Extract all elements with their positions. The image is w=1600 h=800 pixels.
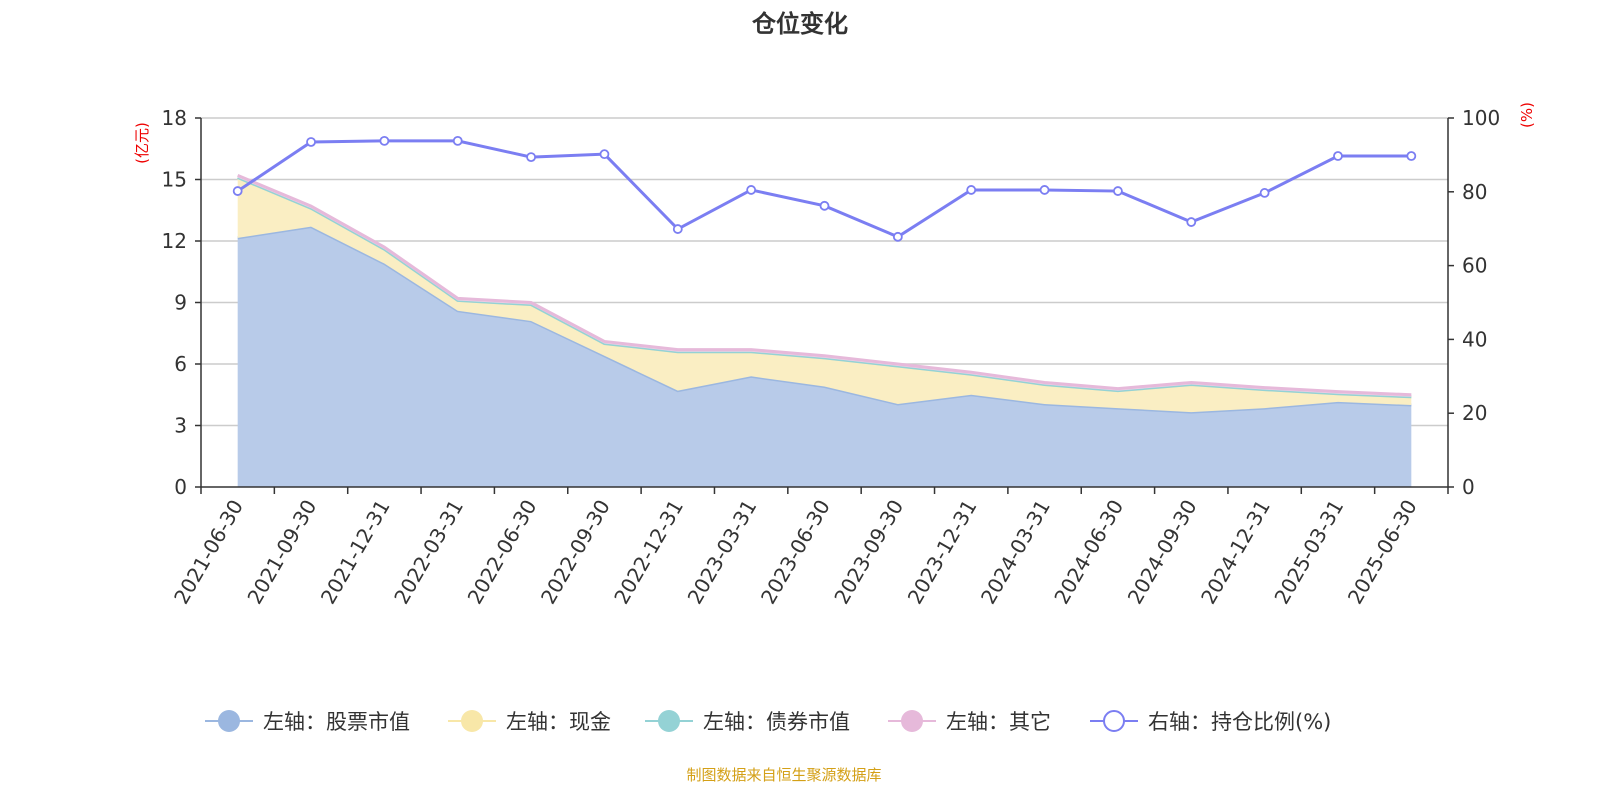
legend-label: 右轴：持仓比例(%) [1148, 710, 1331, 734]
x-axis-tick-label: 2023-12-31 [903, 495, 982, 608]
ratio-point [672, 224, 683, 234]
x-axis-tick-label: 2025-06-30 [1343, 496, 1422, 609]
legend-marker-icon [658, 710, 680, 732]
x-axis-tick-label: 2021-06-30 [169, 496, 248, 609]
legend-marker-icon [901, 710, 923, 732]
area-左轴：股票市值 [237, 226, 1412, 487]
x-axis-tick-label: 2023-06-30 [756, 496, 835, 609]
ratio-point [306, 137, 316, 147]
right-axis-tick-label: 0 [1462, 475, 1475, 499]
legend-item[interactable]: 右轴：持仓比例(%) [1090, 710, 1331, 734]
legend-item[interactable]: 左轴：其它 [888, 710, 1051, 734]
x-axis-tick-label: 2024-12-31 [1196, 496, 1275, 609]
x-axis-tick-label: 2022-09-30 [536, 496, 615, 609]
ratio-line [236, 139, 1412, 239]
x-axis-tick-label: 2023-09-30 [829, 496, 908, 609]
legend-item[interactable]: 左轴：现金 [448, 710, 611, 734]
right-axis-unit: (%) [1518, 102, 1536, 128]
ratio-point [966, 185, 977, 195]
legend-marker-icon [218, 710, 240, 732]
x-axis-tick-label: 2021-12-31 [316, 496, 395, 609]
ratio-point [1186, 217, 1197, 227]
ratio-point [1259, 188, 1270, 198]
legend-item[interactable]: 左轴：债券市值 [645, 710, 850, 734]
right-axis-tick-label: 60 [1462, 254, 1487, 278]
ratio-point [1039, 185, 1050, 195]
ratio-point [1333, 151, 1343, 161]
area-line-左轴：其它 [237, 174, 1412, 397]
ratio-point [1406, 151, 1417, 161]
left-axis-tick-label: 12 [162, 229, 187, 253]
ratio-point [452, 135, 463, 146]
ratio-point [892, 231, 903, 242]
legend-marker-icon [1103, 710, 1125, 732]
source-note: 制图数据来自恒生聚源数据库 [686, 766, 881, 784]
x-axis-tick-label: 2024-06-30 [1049, 496, 1128, 609]
x-axis-tick-label: 2021-09-30 [242, 496, 321, 609]
x-axis-tick-label: 2025-03-31 [1269, 496, 1348, 609]
legend-marker-icon [461, 710, 483, 732]
ratio-point [819, 200, 830, 211]
ratio-point [379, 135, 390, 146]
left-axis-tick-label: 18 [162, 106, 187, 130]
area-左轴：现金 [237, 177, 1412, 413]
legend-item[interactable]: 左轴：股票市值 [205, 710, 410, 734]
right-axis-tick-label: 20 [1462, 401, 1487, 425]
ratio-point [526, 152, 536, 163]
x-axis-tick-label: 2023-03-31 [683, 496, 762, 609]
left-axis-tick-label: 3 [174, 414, 187, 438]
left-axis-tick-label: 15 [162, 168, 187, 192]
ratio-point [746, 185, 757, 195]
legend-label: 左轴：股票市值 [263, 710, 410, 734]
ratio-point [1113, 186, 1123, 196]
ratio-point [599, 149, 610, 160]
legend-label: 左轴：债券市值 [703, 710, 850, 734]
x-axis-tick-label: 2022-12-31 [609, 496, 688, 609]
x-axis-tick-label: 2022-03-31 [389, 496, 468, 609]
right-axis-tick-label: 40 [1462, 327, 1487, 351]
right-axis-tick-label: 80 [1462, 180, 1487, 204]
left-axis-unit: (亿元) [133, 122, 151, 164]
left-axis-tick-label: 9 [174, 291, 187, 315]
right-axis-tick-label: 100 [1462, 106, 1500, 130]
chart-title: 仓位变化 [751, 10, 848, 38]
x-axis-tick-label: 2024-09-30 [1123, 496, 1202, 609]
ratio-point [232, 186, 243, 196]
legend-label: 左轴：其它 [946, 710, 1051, 734]
left-axis-tick-label: 0 [174, 475, 187, 499]
legend-label: 左轴：现金 [506, 710, 611, 734]
x-axis-tick-label: 2024-03-31 [976, 496, 1055, 609]
x-axis-tick-label: 2022-06-30 [463, 496, 542, 609]
left-axis-tick-label: 6 [174, 352, 187, 376]
